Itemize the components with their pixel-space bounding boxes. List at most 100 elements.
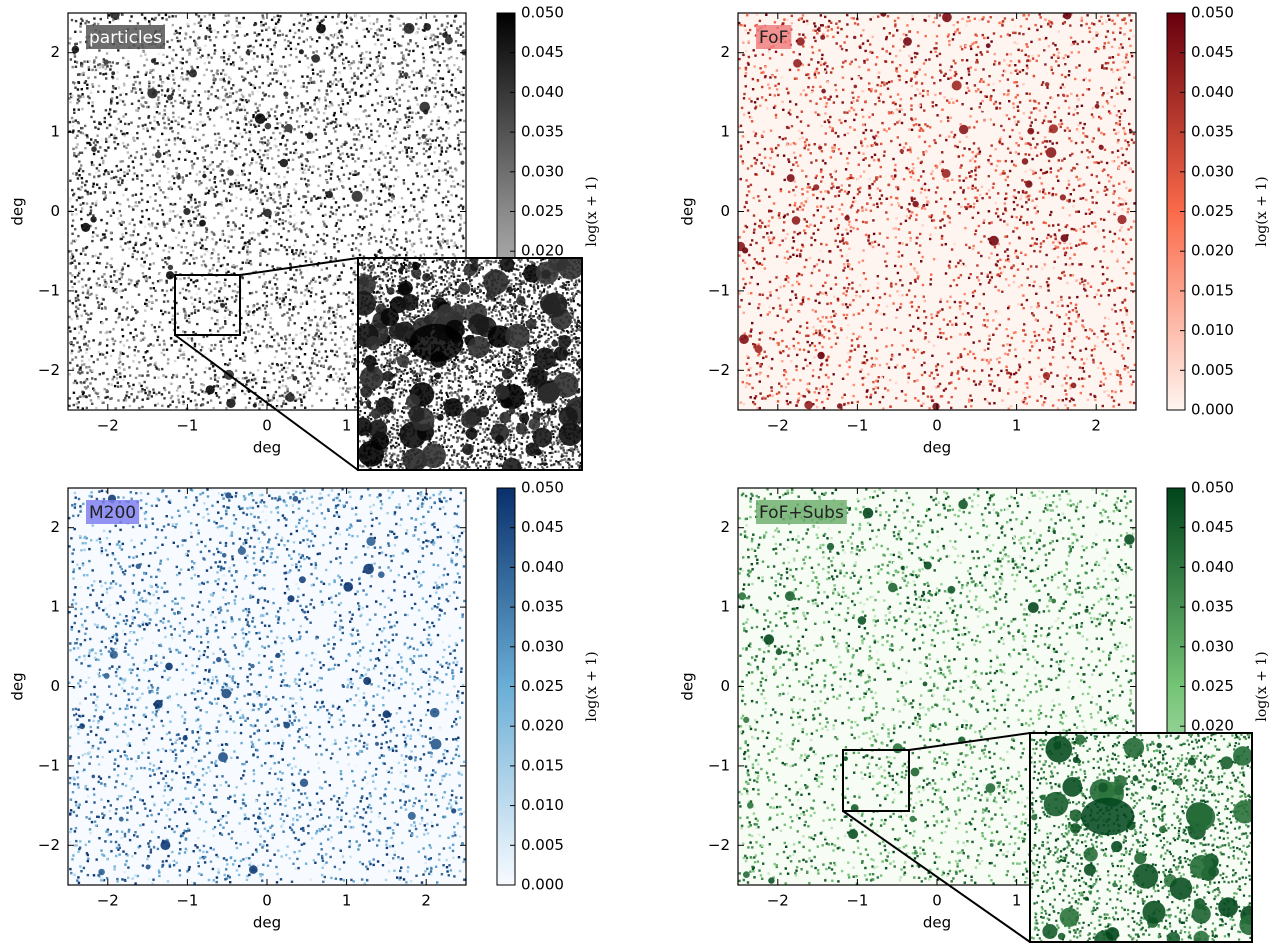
- heatmap-pixel: [294, 192, 296, 194]
- heatmap-pixel: [151, 163, 153, 165]
- heatmap-pixel: [235, 314, 237, 316]
- heatmap-pixel: [81, 207, 83, 209]
- heatmap-pixel: [77, 299, 79, 301]
- heatmap-pixel: [111, 338, 113, 340]
- heatmap-pixel: [72, 368, 74, 370]
- heatmap-pixel: [278, 223, 280, 225]
- heatmap-pixel: [251, 337, 253, 339]
- heatmap-pixel: [104, 306, 106, 308]
- heatmap-pixel: [214, 374, 216, 376]
- heatmap-pixel: [227, 263, 229, 265]
- heatmap-pixel: [336, 313, 338, 315]
- heatmap-pixel: [142, 96, 144, 98]
- heatmap-pixel: [404, 210, 406, 212]
- heatmap-pixel: [82, 248, 84, 250]
- heatmap-pixel: [236, 345, 238, 347]
- heatmap-pixel: [72, 172, 74, 174]
- heatmap-pixel: [449, 210, 451, 212]
- heatmap-pixel: [76, 341, 78, 343]
- heatmap-pixel: [309, 252, 311, 254]
- heatmap-pixel: [279, 297, 281, 299]
- heatmap-pixel: [93, 153, 95, 155]
- heatmap-pixel: [348, 291, 350, 293]
- heatmap-pixel: [276, 287, 278, 289]
- heatmap-pixel: [215, 139, 217, 141]
- heatmap-pixel: [341, 317, 343, 319]
- heatmap-pixel: [158, 102, 160, 104]
- heatmap-pixel: [157, 280, 159, 282]
- heatmap-pixel: [142, 143, 144, 145]
- heatmap-pixel: [170, 203, 172, 205]
- heatmap-pixel: [393, 157, 395, 159]
- heatmap-pixel: [294, 32, 296, 34]
- heatmap-pixel: [249, 133, 251, 135]
- heatmap-pixel: [214, 288, 216, 290]
- heatmap-pixel: [435, 249, 437, 251]
- heatmap-pixel: [82, 286, 84, 288]
- heatmap-pixel: [263, 273, 265, 275]
- heatmap-pixel: [277, 364, 279, 366]
- heatmap-pixel: [165, 280, 167, 282]
- heatmap-pixel: [352, 299, 354, 301]
- heatmap-pixel: [83, 304, 85, 306]
- heatmap-pixel: [177, 395, 179, 397]
- heatmap-pixel: [231, 210, 233, 212]
- heatmap-pixel: [91, 202, 93, 204]
- heatmap-pixel: [416, 175, 418, 177]
- heatmap-pixel: [94, 191, 96, 193]
- heatmap-pixel: [316, 40, 318, 42]
- heatmap-pixel: [378, 179, 380, 181]
- heatmap-pixel: [259, 362, 261, 364]
- heatmap-pixel: [183, 139, 185, 141]
- heatmap-pixel: [296, 109, 298, 111]
- heatmap-pixel: [122, 194, 124, 196]
- heatmap-pixel: [82, 132, 84, 134]
- heatmap-pixel: [408, 147, 410, 149]
- heatmap-pixel: [112, 209, 114, 211]
- heatmap-pixel: [174, 100, 176, 102]
- heatmap-pixel: [192, 211, 194, 213]
- heatmap-pixel: [390, 239, 392, 241]
- heatmap-pixel: [321, 357, 323, 359]
- heatmap-pixel: [378, 55, 380, 57]
- heatmap-pixel: [122, 353, 124, 355]
- heatmap-pixel: [210, 171, 212, 173]
- heatmap-pixel: [220, 73, 222, 75]
- heatmap-pixel: [271, 61, 273, 63]
- heatmap-pixel: [218, 281, 220, 283]
- heatmap-pixel: [348, 296, 350, 298]
- heatmap-pixel: [370, 159, 372, 161]
- heatmap-pixel: [240, 198, 242, 200]
- heatmap-pixel: [183, 142, 185, 144]
- heatmap-pixel: [73, 152, 75, 154]
- heatmap-pixel: [249, 232, 251, 234]
- heatmap-pixel: [224, 316, 226, 318]
- heatmap-pixel: [72, 130, 74, 132]
- heatmap-pixel: [184, 246, 186, 248]
- heatmap-pixel: [250, 124, 252, 126]
- heatmap-pixel: [224, 240, 226, 242]
- heatmap-pixel: [348, 300, 350, 302]
- heatmap-pixel: [197, 37, 199, 39]
- heatmap-pixel: [218, 377, 220, 379]
- heatmap-pixel: [341, 271, 343, 273]
- heatmap-pixel: [94, 66, 96, 68]
- heatmap-pixel: [78, 332, 80, 334]
- heatmap-pixel: [331, 16, 333, 18]
- heatmap-pixel: [174, 77, 176, 79]
- heatmap-pixel: [369, 232, 371, 234]
- heatmap-pixel: [190, 199, 192, 201]
- heatmap-pixel: [445, 179, 447, 181]
- heatmap-pixel: [228, 235, 230, 237]
- heatmap-pixel: [183, 297, 185, 299]
- heatmap-pixel: [364, 19, 366, 21]
- heatmap-pixel: [330, 152, 332, 154]
- heatmap-pixel: [171, 87, 173, 89]
- heatmap-pixel: [198, 52, 200, 54]
- heatmap-pixel: [284, 362, 286, 364]
- heatmap-pixel: [459, 184, 461, 186]
- heatmap-pixel: [153, 120, 155, 122]
- heatmap-pixel: [131, 103, 133, 105]
- heatmap-pixel: [199, 101, 201, 103]
- heatmap-pixel: [83, 381, 85, 383]
